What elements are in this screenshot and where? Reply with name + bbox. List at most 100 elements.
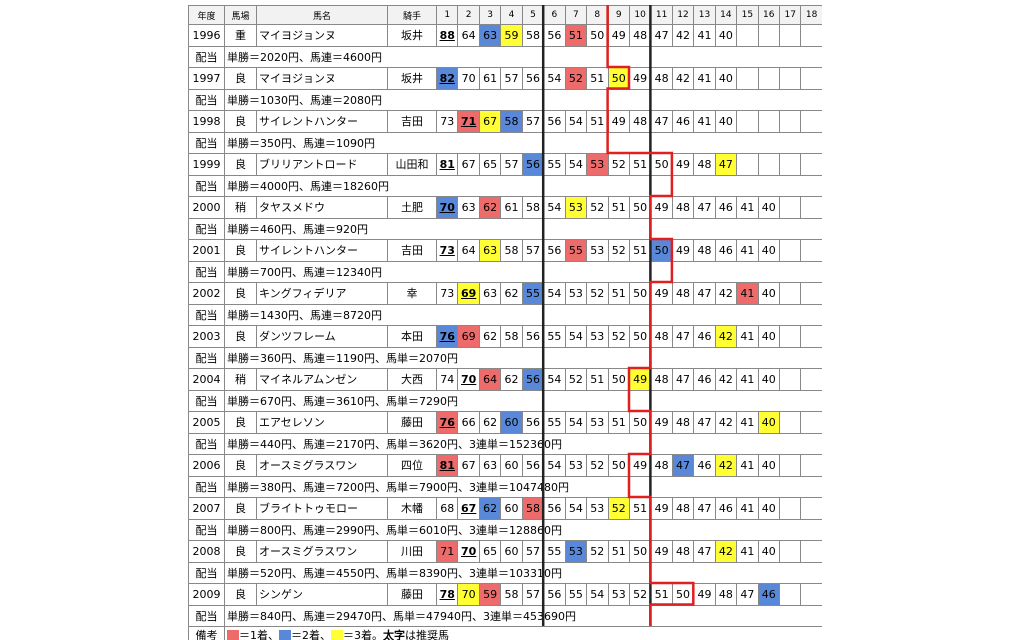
score-cell: 53 [586, 153, 609, 176]
score-cell: 42 [714, 325, 738, 348]
payout-label: 配当 [188, 45, 225, 68]
note-row: 備考 ＝1着、 ＝2着、 ＝3着。太字は推奨馬 [188, 626, 822, 640]
score-cell: 53 [586, 497, 609, 520]
data-row: 2007 良ブライトトゥモロー 木幡 68 67 62 60 58 56 54 53 52 51 49 48… [188, 497, 822, 520]
jockey: 山田和 [387, 153, 437, 176]
score-cell: 40 [757, 454, 781, 477]
jockey: 四位 [387, 454, 437, 477]
column-header: 11 [650, 5, 673, 25]
score-cell: 48 [650, 454, 673, 477]
score-cell: 47 [693, 497, 716, 520]
score-cell: 48 [671, 282, 695, 305]
payout-label: 配当 [188, 88, 225, 111]
score-cell: 76 [435, 325, 459, 348]
legend-text: ＝2着、 [291, 629, 331, 640]
empty-cell [800, 196, 822, 219]
score-cell: 40 [757, 325, 781, 348]
score-cell: 47 [693, 282, 716, 305]
column-header: 馬場 [224, 5, 257, 25]
payout-row: 配当 単勝＝440円、馬連＝2170円、馬単＝3620円、3連単＝152360円 [188, 432, 822, 455]
empty-cell [800, 497, 822, 520]
track: 稍 [224, 368, 257, 391]
column-header: 年度 [188, 5, 225, 25]
score-cell: 51 [628, 497, 652, 520]
horse-name: サイレントハンター [256, 239, 388, 262]
score-cell: 47 [714, 153, 738, 176]
score-cell: 49 [607, 24, 630, 47]
score-cell: 59 [478, 583, 502, 606]
header-row: 年度 馬場 馬名 騎手 1 2 3 4 5 6 7 8 9 10 11 12 13 14 15 16 17 18 [188, 5, 822, 25]
empty-cell [800, 239, 822, 262]
score-cell: 58 [500, 583, 523, 606]
jockey: 幸 [387, 282, 437, 305]
score-cell: 50 [628, 282, 652, 305]
year: 2001 [188, 239, 225, 262]
score-cell: 51 [607, 411, 630, 434]
score-cell: 40 [757, 196, 781, 219]
score-cell: 40 [714, 110, 738, 133]
payout-label: 配当 [188, 131, 225, 154]
score-cell: 54 [564, 411, 588, 434]
score-cell: 67 [457, 497, 480, 520]
payout-row: 配当 単勝＝700円、馬連＝12340円 [188, 260, 822, 283]
score-cell: 48 [628, 24, 652, 47]
score-cell: 54 [586, 583, 609, 606]
score-cell: 52 [607, 497, 630, 520]
score-cell: 40 [757, 540, 781, 563]
score-cell: 46 [693, 368, 716, 391]
empty-cell [778, 583, 802, 606]
score-cell: 57 [500, 153, 523, 176]
column-header: 4 [500, 5, 523, 25]
score-cell: 52 [628, 583, 652, 606]
payout-label: 配当 [188, 604, 225, 627]
score-cell: 58 [521, 497, 545, 520]
track: 良 [224, 239, 257, 262]
column-header: 1 [435, 5, 459, 25]
payout-row: 配当 単勝＝2020円、馬連＝4600円 [188, 45, 822, 68]
score-cell: 42 [671, 67, 695, 90]
score-cell: 47 [650, 110, 673, 133]
score-cell: 63 [478, 282, 502, 305]
empty-cell [736, 24, 759, 47]
payout-row: 配当 単勝＝460円、馬連＝920円 [188, 217, 822, 240]
column-header: 6 [543, 5, 566, 25]
payout-label: 配当 [188, 389, 225, 412]
empty-cell [800, 540, 822, 563]
legend-swatch [279, 630, 291, 640]
empty-cell [736, 110, 759, 133]
data-row: 2003 良ダンツフレーム 本田 76 69 62 58 56 55 54 53 52 50 48 47 46… [188, 325, 822, 348]
score-cell: 55 [543, 540, 566, 563]
score-cell: 48 [671, 411, 695, 434]
score-cell: 40 [757, 497, 781, 520]
payout-label: 配当 [188, 561, 225, 584]
score-cell: 52 [564, 368, 588, 391]
score-cell: 70 [435, 196, 459, 219]
score-cell: 55 [564, 239, 588, 262]
score-cell: 41 [736, 239, 759, 262]
legend-text: ＝1着、 [239, 629, 279, 640]
score-cell: 47 [671, 368, 695, 391]
score-cell: 58 [521, 24, 545, 47]
payout: 単勝＝1430円、馬連＝8720円 [224, 303, 822, 326]
score-cell: 47 [671, 325, 695, 348]
column-header: 16 [757, 5, 781, 25]
empty-cell [757, 24, 781, 47]
score-cell: 61 [500, 196, 523, 219]
score-cell: 54 [564, 110, 588, 133]
score-cell: 50 [628, 325, 652, 348]
score-cell: 50 [607, 67, 630, 90]
score-cell: 51 [628, 153, 652, 176]
jockey: 坂井 [387, 67, 437, 90]
score-cell: 50 [586, 24, 609, 47]
score-cell: 70 [457, 67, 480, 90]
track: 良 [224, 67, 257, 90]
payout-label: 配当 [188, 174, 225, 197]
score-cell: 63 [478, 454, 502, 477]
horse-name: マイヨジョンヌ [256, 67, 388, 90]
empty-cell [800, 368, 822, 391]
score-cell: 49 [650, 411, 673, 434]
payout: 単勝＝440円、馬連＝2170円、馬単＝3620円、3連単＝152360円 [224, 432, 822, 455]
score-cell: 53 [586, 325, 609, 348]
jockey: 本田 [387, 325, 437, 348]
score-cell: 41 [693, 24, 716, 47]
